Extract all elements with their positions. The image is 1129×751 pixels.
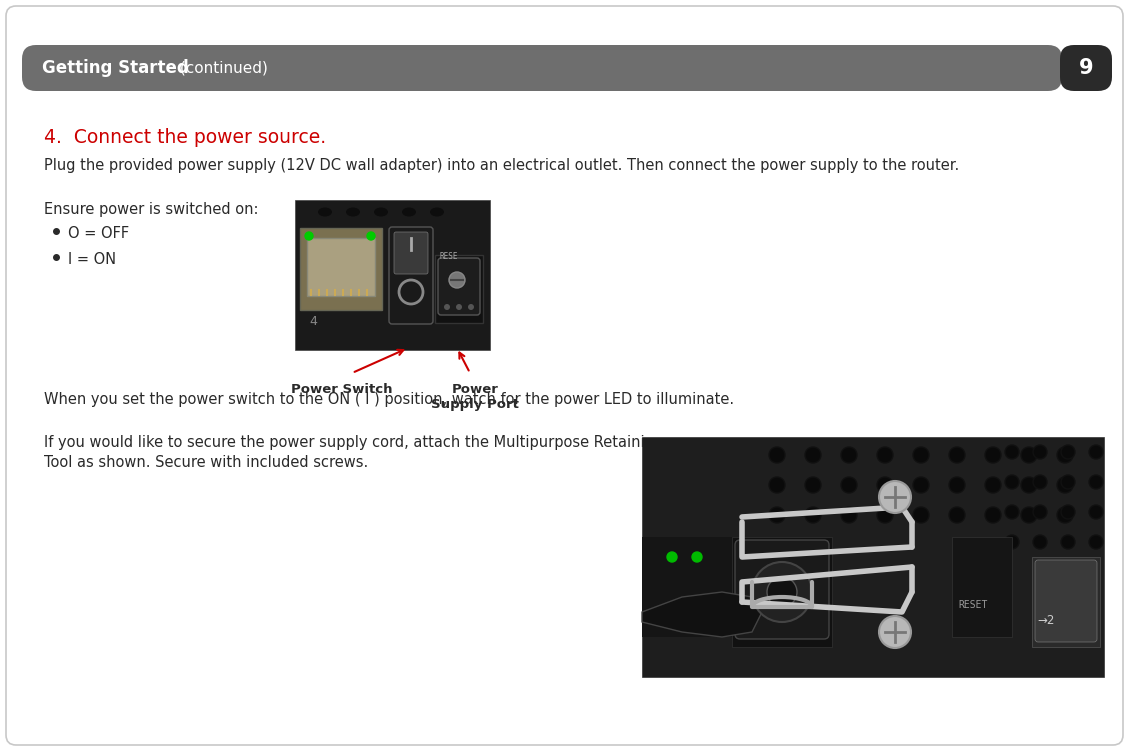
Ellipse shape <box>1061 445 1075 459</box>
Ellipse shape <box>1089 535 1103 549</box>
Ellipse shape <box>345 207 360 216</box>
FancyBboxPatch shape <box>300 228 382 310</box>
Text: 9: 9 <box>1078 58 1093 78</box>
Circle shape <box>469 304 474 310</box>
Ellipse shape <box>1033 445 1047 459</box>
Ellipse shape <box>805 477 821 493</box>
Ellipse shape <box>1021 507 1038 523</box>
FancyBboxPatch shape <box>438 258 480 315</box>
Ellipse shape <box>841 507 857 523</box>
Text: (continued): (continued) <box>175 61 268 76</box>
FancyBboxPatch shape <box>642 537 737 637</box>
Ellipse shape <box>1057 477 1073 493</box>
Text: →2: →2 <box>1038 614 1054 627</box>
Ellipse shape <box>877 507 893 523</box>
Ellipse shape <box>1005 535 1019 549</box>
Ellipse shape <box>1033 535 1047 549</box>
Text: Power
Supply Port: Power Supply Port <box>431 383 519 411</box>
Circle shape <box>367 232 375 240</box>
Ellipse shape <box>949 447 965 463</box>
Text: Getting Started: Getting Started <box>42 59 189 77</box>
FancyBboxPatch shape <box>952 537 1012 637</box>
Ellipse shape <box>913 507 929 523</box>
Text: O = OFF: O = OFF <box>68 226 129 241</box>
Ellipse shape <box>1005 445 1019 459</box>
Ellipse shape <box>1061 475 1075 489</box>
Circle shape <box>444 304 450 310</box>
Ellipse shape <box>913 447 929 463</box>
Ellipse shape <box>805 447 821 463</box>
FancyBboxPatch shape <box>642 437 1104 677</box>
Text: Tool as shown. Secure with included screws.: Tool as shown. Secure with included scre… <box>44 455 368 470</box>
Ellipse shape <box>769 477 785 493</box>
Circle shape <box>305 232 313 240</box>
Ellipse shape <box>1089 475 1103 489</box>
Ellipse shape <box>877 447 893 463</box>
Text: When you set the power switch to the ON ( I ) position, watch for the power LED : When you set the power switch to the ON … <box>44 392 734 407</box>
FancyBboxPatch shape <box>1032 557 1100 647</box>
Ellipse shape <box>1061 505 1075 519</box>
Ellipse shape <box>949 477 965 493</box>
Ellipse shape <box>1089 505 1103 519</box>
Circle shape <box>692 552 702 562</box>
Text: RESET: RESET <box>959 600 988 610</box>
Ellipse shape <box>318 207 332 216</box>
Ellipse shape <box>1033 475 1047 489</box>
Ellipse shape <box>877 477 893 493</box>
Circle shape <box>449 272 465 288</box>
Ellipse shape <box>841 447 857 463</box>
Ellipse shape <box>430 207 444 216</box>
Ellipse shape <box>1057 507 1073 523</box>
Ellipse shape <box>752 562 812 622</box>
Ellipse shape <box>374 207 388 216</box>
Ellipse shape <box>1021 477 1038 493</box>
FancyBboxPatch shape <box>1060 45 1112 91</box>
Ellipse shape <box>805 507 821 523</box>
Ellipse shape <box>402 207 415 216</box>
FancyBboxPatch shape <box>21 45 1062 91</box>
FancyBboxPatch shape <box>295 200 490 350</box>
Ellipse shape <box>984 507 1001 523</box>
Circle shape <box>879 616 911 648</box>
Ellipse shape <box>1057 447 1073 463</box>
Text: 4.  Connect the power source.: 4. Connect the power source. <box>44 128 326 147</box>
Ellipse shape <box>1061 535 1075 549</box>
Ellipse shape <box>1089 445 1103 459</box>
FancyBboxPatch shape <box>307 238 375 296</box>
Ellipse shape <box>769 507 785 523</box>
FancyBboxPatch shape <box>1035 560 1097 642</box>
Ellipse shape <box>913 477 929 493</box>
Text: Ensure power is switched on:: Ensure power is switched on: <box>44 202 259 217</box>
Text: Power Switch: Power Switch <box>291 383 393 396</box>
Polygon shape <box>642 592 762 637</box>
Ellipse shape <box>984 447 1001 463</box>
FancyBboxPatch shape <box>394 232 428 274</box>
Text: I = ON: I = ON <box>68 252 116 267</box>
Text: Plug the provided power supply (12V DC wall adapter) into an electrical outlet. : Plug the provided power supply (12V DC w… <box>44 158 960 173</box>
Ellipse shape <box>949 507 965 523</box>
Text: RESE: RESE <box>440 252 458 261</box>
Ellipse shape <box>1021 447 1038 463</box>
Ellipse shape <box>841 477 857 493</box>
Ellipse shape <box>1033 505 1047 519</box>
FancyBboxPatch shape <box>735 540 829 639</box>
Circle shape <box>456 304 462 310</box>
Ellipse shape <box>769 447 785 463</box>
Ellipse shape <box>1005 505 1019 519</box>
Circle shape <box>879 481 911 513</box>
Text: If you would like to secure the power supply cord, attach the Multipurpose Retai: If you would like to secure the power su… <box>44 435 663 450</box>
Ellipse shape <box>1005 475 1019 489</box>
FancyBboxPatch shape <box>6 6 1123 745</box>
Ellipse shape <box>984 477 1001 493</box>
FancyBboxPatch shape <box>435 255 483 323</box>
FancyBboxPatch shape <box>732 537 832 647</box>
Text: 4: 4 <box>309 315 317 328</box>
FancyBboxPatch shape <box>390 227 434 324</box>
Circle shape <box>667 552 677 562</box>
Ellipse shape <box>767 577 797 607</box>
